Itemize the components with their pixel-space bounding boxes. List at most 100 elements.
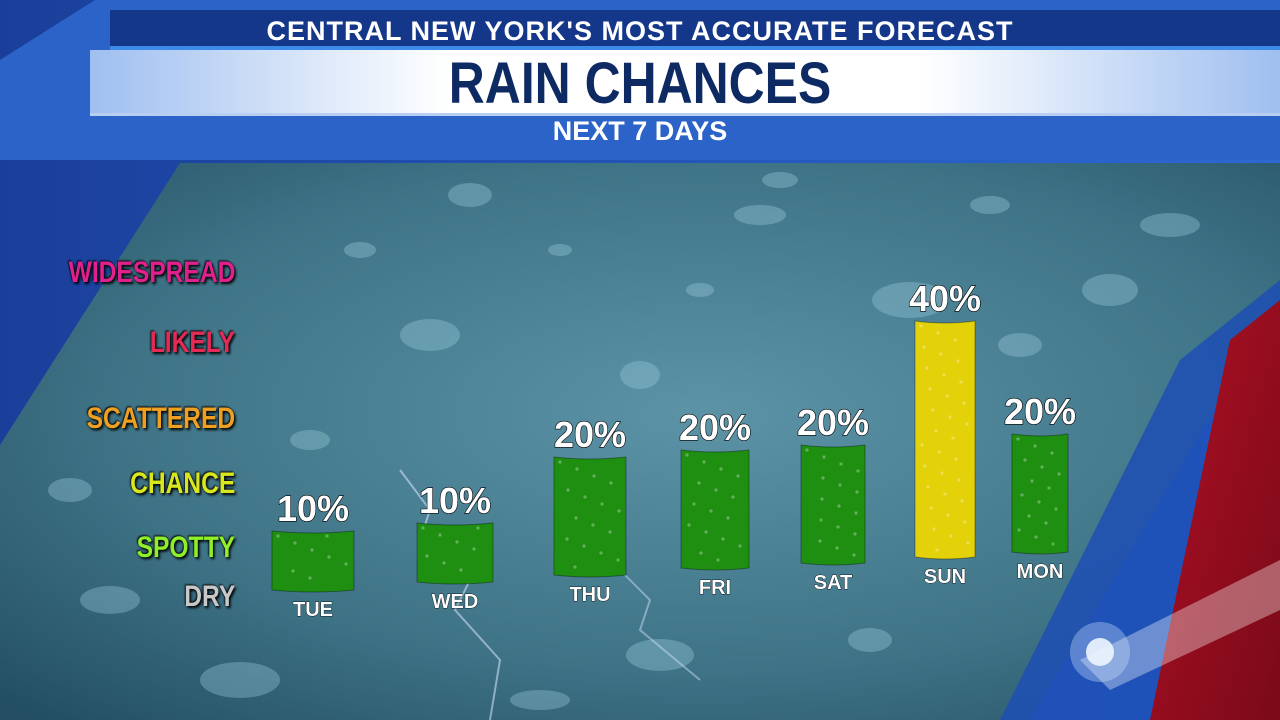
- bar-texture-dot: [344, 562, 348, 566]
- bar-texture-dot: [714, 488, 718, 492]
- bar-texture-dot: [835, 546, 839, 550]
- page-subtitle: NEXT 7 DAYS: [552, 116, 728, 146]
- bar-texture-dot: [699, 551, 703, 555]
- bar-mon: [1011, 433, 1069, 555]
- bar-texture-dot: [937, 450, 941, 454]
- bar-texture-dot: [600, 502, 604, 506]
- bar-texture-dot: [1034, 535, 1038, 539]
- bar-group-thu: 20% THU: [553, 413, 626, 606]
- bar-texture-dot: [856, 469, 860, 473]
- bar-texture-dot: [855, 490, 859, 494]
- bar-texture-dot: [935, 548, 939, 552]
- bar-texture-dot: [472, 547, 476, 551]
- day-label-sat: SAT: [814, 572, 853, 594]
- bar-texture-dot: [293, 541, 297, 545]
- day-label-wed: WED: [432, 591, 479, 613]
- bar-texture-dot: [942, 373, 946, 377]
- bar-texture-dot: [940, 471, 944, 475]
- bar-group-tue: 10% TUE: [271, 487, 355, 621]
- bar-texture-dot: [308, 576, 312, 580]
- bar-texture-dot: [736, 474, 740, 478]
- bar-texture-dot: [608, 530, 612, 534]
- value-label-tue: 10%: [277, 488, 349, 529]
- bar-texture-dot: [565, 537, 569, 541]
- bar-texture-dot: [1051, 542, 1055, 546]
- bar-group-wed: 10% WED: [416, 479, 494, 613]
- bar-texture-dot: [953, 338, 957, 342]
- bar-texture-dot: [719, 467, 723, 471]
- bar-texture-dot: [574, 516, 578, 520]
- bar-wed: [416, 522, 494, 585]
- bar-texture-dot: [926, 485, 930, 489]
- bar-texture-dot: [920, 443, 924, 447]
- scale-label-chance: CHANCE: [129, 467, 235, 500]
- bar-texture-dot: [442, 561, 446, 565]
- bar-texture-dot: [558, 460, 562, 464]
- bar-texture-dot: [1057, 472, 1061, 476]
- bar-texture-dot: [1040, 465, 1044, 469]
- bar-texture-dot: [837, 504, 841, 508]
- bar-texture-dot: [1054, 507, 1058, 511]
- bar-texture-dot: [1030, 479, 1034, 483]
- bar-texture-dot: [854, 511, 858, 515]
- bar-texture-dot: [566, 488, 570, 492]
- bar-texture-dot: [291, 569, 295, 573]
- bar-texture-dot: [959, 380, 963, 384]
- scale-label-spotty: SPOTTY: [136, 531, 235, 564]
- bar-texture-dot: [1027, 514, 1031, 518]
- value-label-thu: 20%: [554, 414, 626, 455]
- bar-sun: [914, 320, 976, 560]
- scale-label-scattered: SCATTERED: [86, 402, 235, 435]
- bar-texture-dot: [928, 387, 932, 391]
- bar-texture-dot: [582, 544, 586, 548]
- bar-texture-dot: [936, 331, 940, 335]
- bar-texture-dot: [731, 495, 735, 499]
- bar-texture-dot: [702, 460, 706, 464]
- bar-texture-dot: [965, 422, 969, 426]
- station-tagline: CENTRAL NEW YORK'S MOST ACCURATE FORECAS…: [266, 16, 1014, 46]
- bar-texture-dot: [325, 534, 329, 538]
- value-label-mon: 20%: [1004, 391, 1076, 432]
- bar-texture-dot: [923, 464, 927, 468]
- bar-texture-dot: [939, 352, 943, 356]
- bar-texture-dot: [945, 394, 949, 398]
- page-title: RAIN CHANCES: [448, 51, 832, 116]
- bar-fri: [680, 449, 750, 571]
- bar-texture-dot: [1020, 493, 1024, 497]
- bar-texture-dot: [822, 455, 826, 459]
- bar-texture-dot: [609, 481, 613, 485]
- bar-texture-dot: [1037, 500, 1041, 504]
- bar-texture-dot: [1033, 444, 1037, 448]
- value-label-fri: 20%: [679, 407, 751, 448]
- bar-texture-dot: [310, 548, 314, 552]
- bar-group-fri: 20% FRI: [678, 406, 751, 599]
- bar-texture-dot: [592, 474, 596, 478]
- day-label-tue: TUE: [293, 599, 333, 621]
- bar-texture-dot: [692, 502, 696, 506]
- bar-texture-dot: [852, 553, 856, 557]
- bar-texture-dot: [716, 558, 720, 562]
- bar-texture-dot: [919, 324, 923, 328]
- value-label-wed: 10%: [419, 480, 491, 521]
- bar-texture-dot: [946, 513, 950, 517]
- bar-texture-dot: [573, 565, 577, 569]
- bar-group-sat: 20% SAT: [796, 401, 869, 594]
- bar-texture-dot: [805, 448, 809, 452]
- bar-texture-dot: [838, 483, 842, 487]
- bar-texture-dot: [721, 537, 725, 541]
- bar-texture-dot: [819, 518, 823, 522]
- scale-label-dry: DRY: [183, 580, 235, 613]
- bar-group-sun: 40% SUN: [908, 277, 981, 588]
- bar-texture-dot: [951, 436, 955, 440]
- bar-texture-dot: [922, 345, 926, 349]
- bar-texture-dot: [1017, 528, 1021, 532]
- bar-tue: [271, 530, 355, 593]
- bar-texture-dot: [1047, 486, 1051, 490]
- bar-texture-dot: [438, 533, 442, 537]
- bar-texture-dot: [956, 359, 960, 363]
- bar-sat: [800, 444, 866, 566]
- bar-texture-dot: [591, 523, 595, 527]
- bar-texture-dot: [704, 530, 708, 534]
- bar-texture-dot: [836, 525, 840, 529]
